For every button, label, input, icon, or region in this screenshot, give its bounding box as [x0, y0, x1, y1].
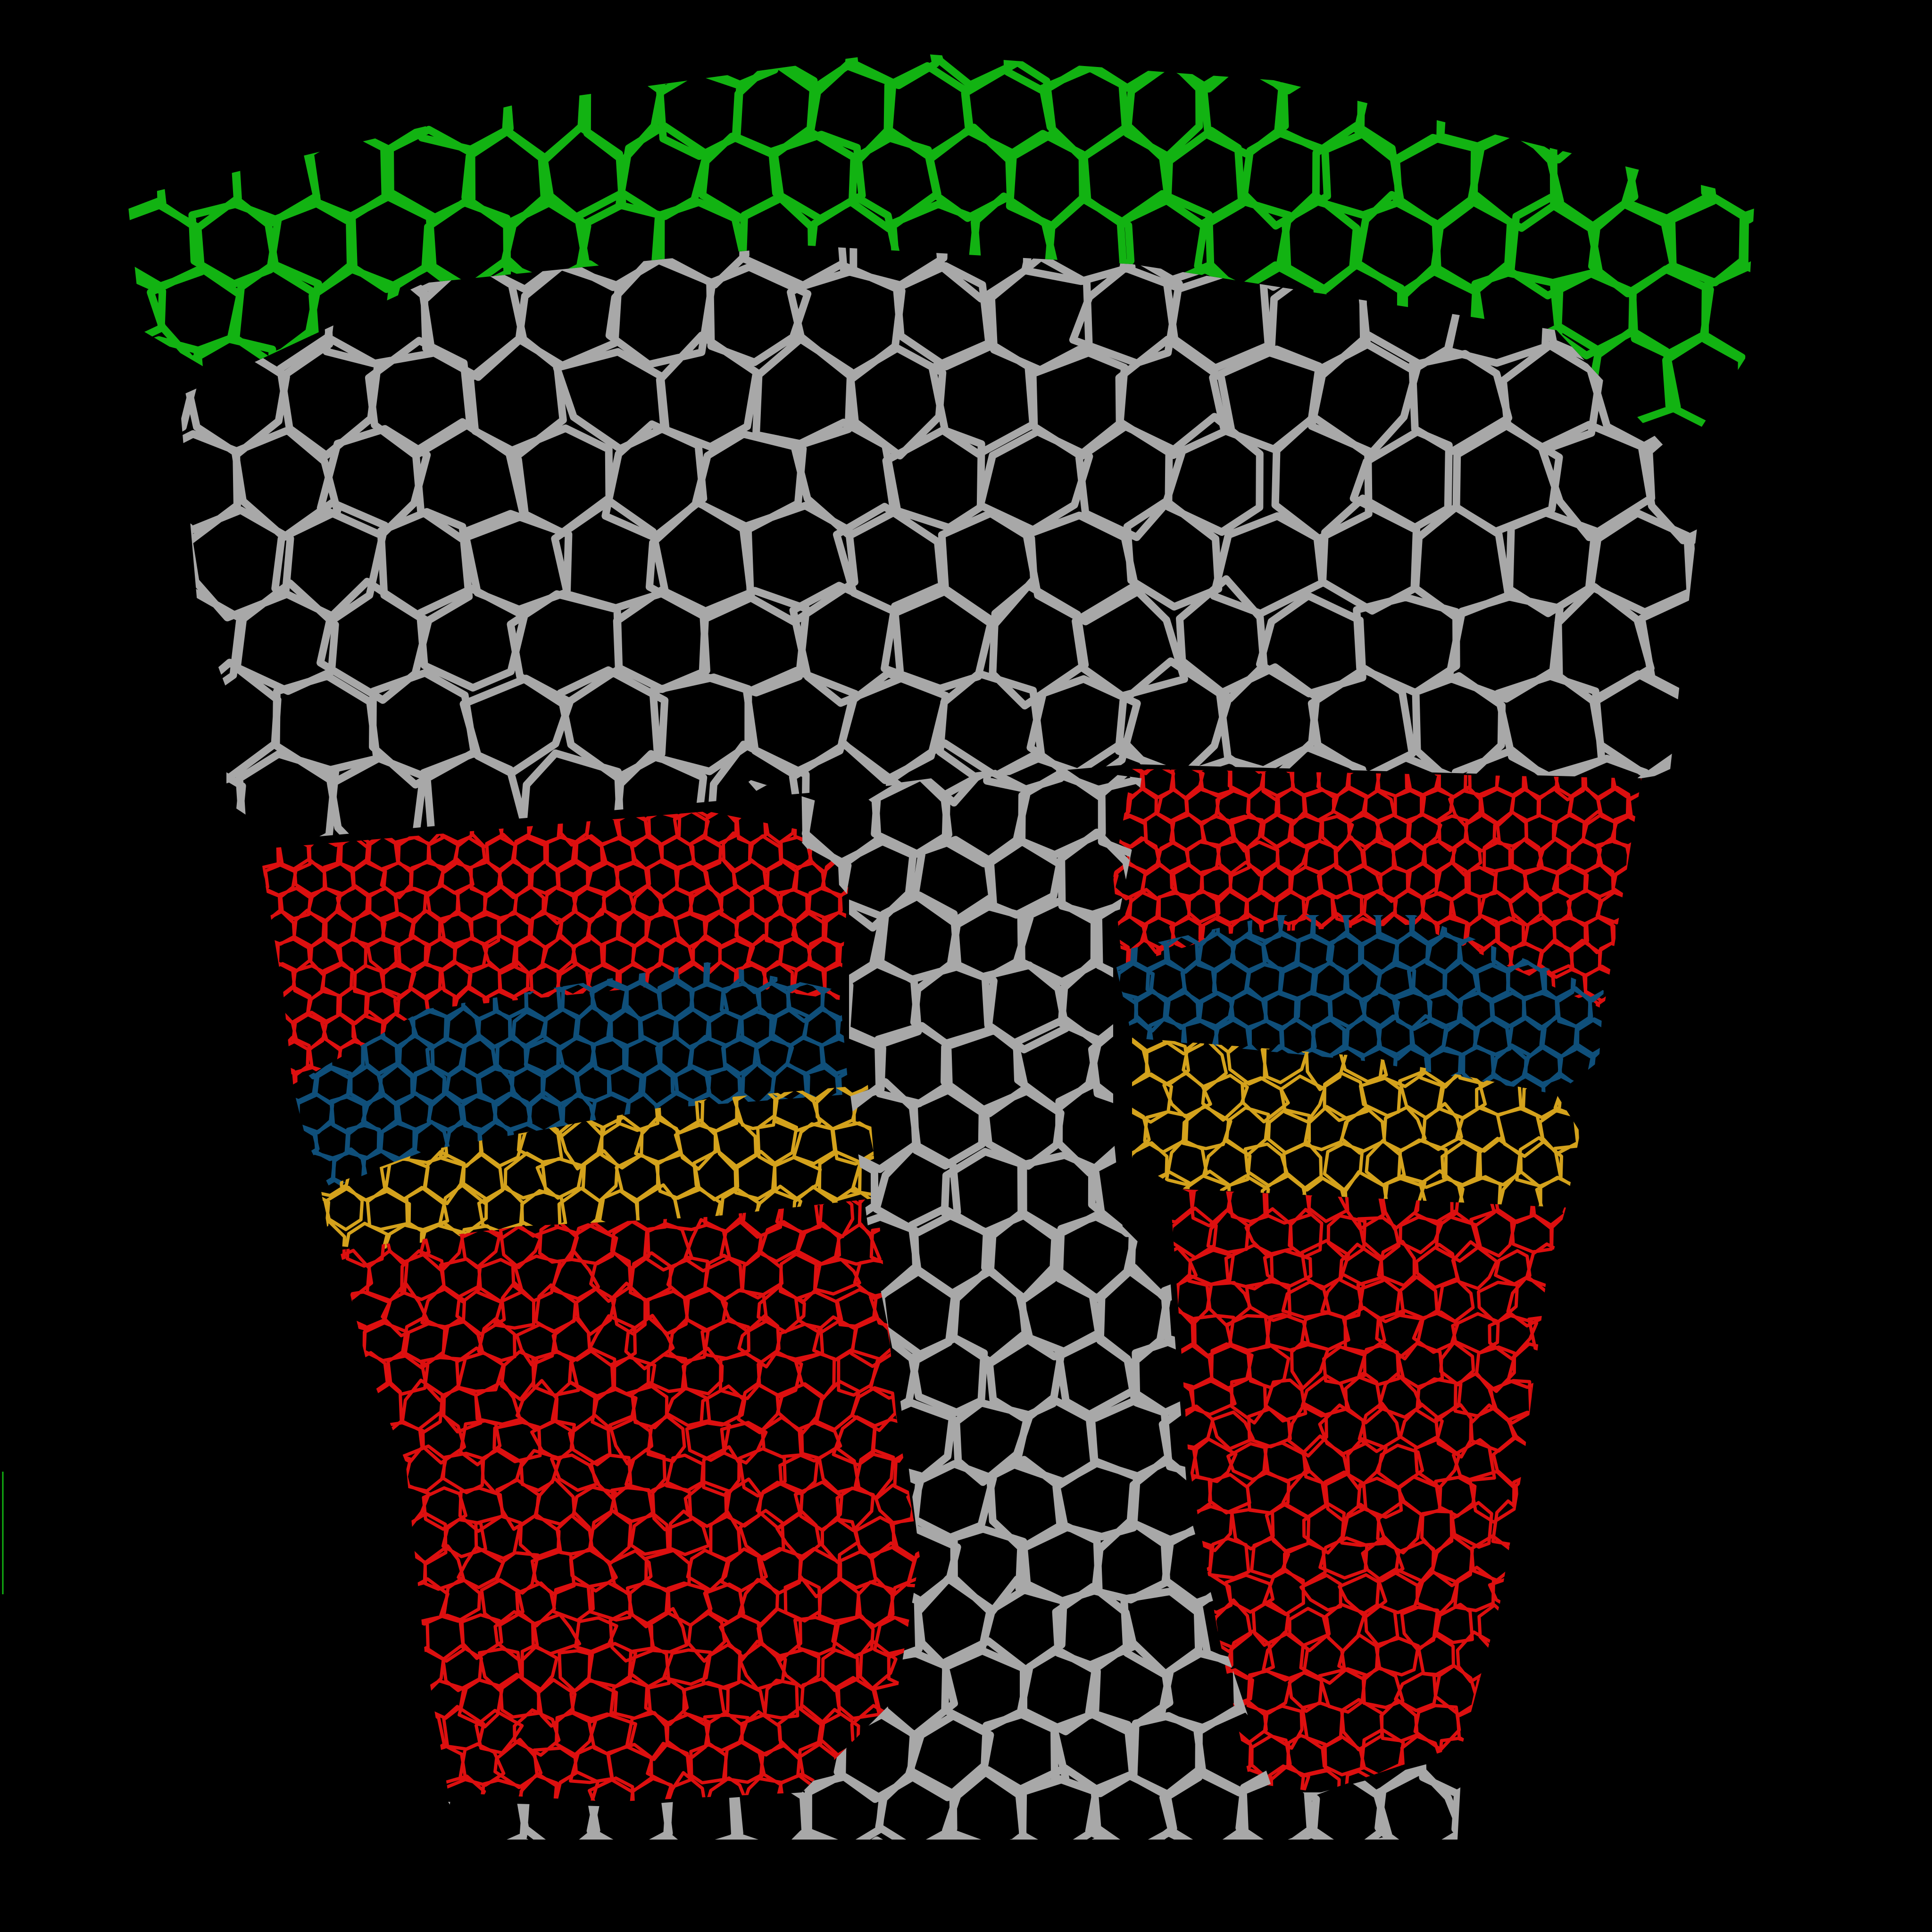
inner-meristem-region-cell-walls: [340, 1198, 920, 1802]
inner-meristem-region-mesh: [340, 1198, 920, 1802]
